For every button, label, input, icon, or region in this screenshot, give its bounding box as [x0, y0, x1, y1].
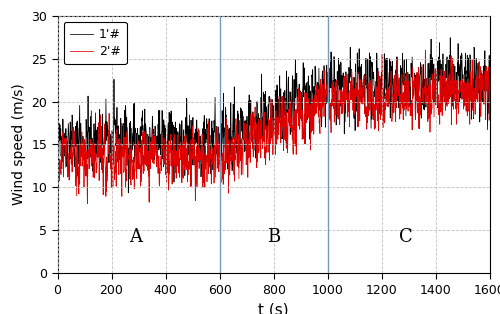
2'#: [422, 48, 428, 52]
2'#: [276, 133, 282, 136]
1'#: [132, 126, 138, 130]
1'#: [448, 36, 454, 40]
1'#: [352, 96, 358, 100]
Legend: 1'#, 2'#: 1'#, 2'#: [64, 22, 127, 64]
1'#: [460, 71, 466, 75]
Text: C: C: [400, 228, 413, 246]
Text: A: A: [130, 228, 142, 246]
X-axis label: t (s): t (s): [258, 302, 289, 314]
1'#: [276, 98, 282, 101]
Line: 2'#: 2'#: [58, 50, 490, 203]
2'#: [62, 165, 68, 169]
Y-axis label: Wind speed (m/s): Wind speed (m/s): [12, 84, 26, 205]
2'#: [54, 160, 60, 164]
2'#: [132, 143, 138, 147]
1'#: [250, 120, 256, 124]
2'#: [460, 91, 466, 95]
2'#: [486, 80, 492, 84]
Text: B: B: [267, 228, 280, 246]
2'#: [250, 155, 256, 159]
Line: 1'#: 1'#: [58, 38, 490, 193]
1'#: [126, 191, 132, 195]
2'#: [352, 70, 358, 74]
1'#: [486, 94, 492, 97]
1'#: [62, 156, 68, 160]
2'#: [84, 202, 90, 205]
1'#: [54, 135, 60, 139]
